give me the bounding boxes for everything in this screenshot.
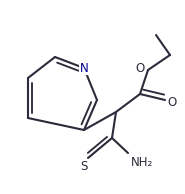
Text: S: S (80, 160, 88, 173)
Text: O: O (135, 61, 145, 74)
Text: O: O (167, 95, 177, 108)
Text: NH₂: NH₂ (131, 157, 153, 170)
Text: N: N (80, 61, 88, 74)
